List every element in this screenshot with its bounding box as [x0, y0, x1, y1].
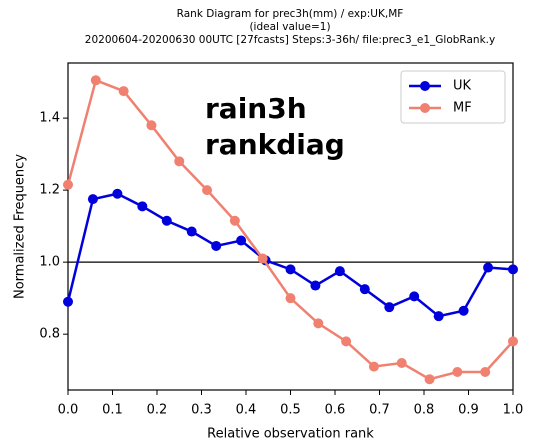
- data-point: [483, 262, 494, 273]
- data-point: [508, 336, 518, 347]
- data-point: [87, 194, 98, 205]
- data-point: [480, 366, 491, 377]
- data-point: [508, 264, 518, 275]
- data-point: [90, 75, 101, 86]
- data-point: [146, 120, 157, 131]
- data-point: [424, 374, 435, 385]
- legend-marker: [420, 81, 430, 91]
- data-point: [285, 264, 296, 275]
- data-point: [384, 302, 395, 313]
- data-point: [452, 366, 463, 377]
- x-tick-label: 0.8: [414, 403, 435, 418]
- x-tick-label: 0.7: [369, 403, 390, 418]
- data-point: [63, 296, 73, 307]
- data-point: [211, 240, 222, 251]
- series-line: [66, 78, 514, 381]
- data-point: [368, 361, 379, 372]
- data-point: [161, 215, 172, 226]
- data-point: [313, 318, 324, 329]
- y-tick-label: 1.0: [39, 255, 60, 270]
- chart-title: 20200604-20200630 00UTC [27fcasts] Steps…: [85, 34, 495, 46]
- annotation: rain3h: [205, 92, 307, 125]
- data-point: [229, 215, 240, 226]
- data-point: [118, 86, 129, 97]
- data-point: [396, 357, 407, 368]
- x-tick-label: 0.5: [280, 403, 301, 418]
- x-tick-label: 0.4: [236, 403, 257, 418]
- x-axis-label: Relative observation rank: [207, 427, 374, 442]
- data-point: [458, 305, 469, 316]
- y-tick-label: 0.8: [39, 327, 60, 342]
- x-tick-label: 0.2: [147, 403, 168, 418]
- data-point: [236, 235, 247, 246]
- data-point: [257, 253, 268, 264]
- x-tick-label: 0.1: [102, 403, 123, 418]
- annotation: rankdiag: [205, 128, 345, 161]
- y-tick-label: 1.4: [39, 111, 60, 126]
- data-point: [63, 179, 73, 190]
- legend-label: UK: [453, 79, 472, 94]
- data-point: [285, 293, 296, 304]
- data-point: [137, 201, 148, 212]
- chart-title: Rank Diagram for prec3h(mm) / exp:UK,MF: [177, 8, 404, 20]
- x-tick-label: 1.0: [503, 403, 524, 418]
- data-point: [409, 291, 420, 302]
- data-point: [112, 188, 123, 199]
- y-tick-label: 1.2: [39, 183, 60, 198]
- data-point: [310, 280, 321, 291]
- data-point: [341, 336, 352, 347]
- x-tick-label: 0.3: [191, 403, 212, 418]
- data-point: [359, 284, 370, 295]
- data-point: [334, 266, 345, 277]
- data-point: [433, 311, 444, 322]
- x-tick-label: 0.0: [58, 403, 79, 418]
- y-axis-label: Normalized Frequency: [13, 154, 28, 299]
- data-point: [174, 156, 185, 167]
- data-point: [186, 226, 197, 237]
- legend-label: MF: [453, 101, 472, 116]
- x-tick-label: 0.9: [458, 403, 479, 418]
- data-point: [202, 185, 213, 196]
- chart-title: (ideal value=1): [249, 21, 330, 33]
- legend-marker: [420, 103, 430, 113]
- x-tick-label: 0.6: [325, 403, 346, 418]
